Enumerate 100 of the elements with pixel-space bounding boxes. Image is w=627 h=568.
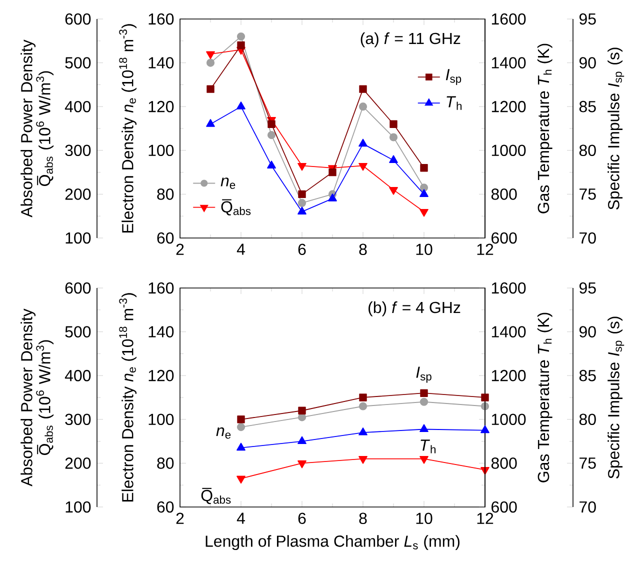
y2-axis-title: Specific Impulse I$_{sp}$ (s) (608, 316, 624, 479)
legend-label: T$_{h}$ (446, 96, 462, 110)
point (236, 102, 246, 110)
point (481, 394, 489, 402)
y2-tick-label: 80 (579, 414, 596, 426)
x-axis-title: Length of Plasma Chamber L$_{s}$ (mm) (206, 535, 460, 550)
y2-tick-label: 90 (579, 326, 596, 338)
y2-tick-label: 200 (65, 458, 91, 469)
y-tick-label: 1200 (492, 370, 526, 382)
x-tick-label: 10 (416, 512, 432, 524)
y2-tick-label: 85 (579, 370, 596, 382)
y2-tick-label: 90 (579, 57, 596, 68)
y2-tick-label: 75 (580, 458, 596, 469)
point (358, 138, 368, 147)
y2-tick-label: 200 (65, 188, 91, 200)
point (420, 208, 428, 217)
x-tick-label: 6 (298, 512, 306, 524)
point (298, 190, 306, 198)
y-tick-label: 140 (148, 57, 174, 68)
y2-tick-label: 600 (65, 282, 91, 294)
legend-label: I$_{sp}$ (446, 69, 462, 85)
point (206, 119, 215, 127)
y-tick-label: 80 (157, 188, 174, 200)
series-label: I$_{sp}$ (416, 366, 432, 383)
point (389, 187, 398, 195)
point (389, 155, 398, 163)
point (298, 406, 306, 414)
y-axis-title: Electron Density n$_{e}$ (10$^{18}$ m$^{-3}$) (119, 293, 137, 502)
y2-tick-label: 400 (64, 100, 91, 112)
point (389, 133, 398, 142)
point (358, 162, 368, 171)
point (390, 120, 398, 128)
y2-tick-label: 85 (579, 100, 596, 112)
y-tick-label: 1400 (492, 57, 526, 68)
x-tick-label: 12 (477, 244, 494, 255)
point (237, 416, 245, 424)
x-tick-label: 8 (359, 512, 367, 524)
point (420, 424, 428, 432)
point (359, 394, 367, 402)
y-tick-label: 140 (148, 326, 174, 338)
point (420, 456, 428, 464)
y2-tick-label: 75 (580, 188, 596, 200)
point (298, 198, 306, 207)
y-tick-label: 160 (148, 13, 174, 25)
y2-axis-title: Specific Impulse I$_{sp}$ (s) (608, 48, 624, 210)
y2-tick-label: 95 (579, 13, 596, 25)
point (298, 436, 306, 444)
y2-tick-label: 500 (65, 57, 91, 68)
point (236, 476, 246, 484)
y-tick-label: 1400 (492, 326, 526, 338)
y-tick-label: 60 (157, 501, 174, 513)
series-label: n$_{e}$ (216, 427, 231, 439)
x-tick-label: 4 (236, 512, 245, 524)
y-axis-title: Gas Temperature T$_{h}$ (K) (537, 312, 552, 482)
y-tick-label: 1200 (492, 100, 526, 112)
y-tick-label: 80 (157, 458, 174, 469)
point (236, 423, 246, 432)
point (268, 120, 276, 128)
y2-tick-label: 500 (65, 326, 91, 338)
point (358, 402, 368, 410)
y-tick-label: 800 (491, 188, 517, 200)
point (359, 85, 367, 93)
point (420, 164, 428, 172)
point (328, 168, 336, 176)
y2-tick-label: 300 (65, 144, 91, 156)
y-axis-title: Gas Temperature T$_{h}$ (K) (537, 44, 552, 214)
y-tick-label: 1000 (492, 414, 526, 426)
point (358, 427, 368, 436)
legend-label: Q̅$_{abs}$ (221, 199, 251, 216)
y2-tick-label: 400 (64, 370, 91, 382)
x-tick-label: 2 (176, 512, 184, 524)
y2-tick-label: 70 (580, 232, 596, 244)
y-tick-label: 100 (148, 414, 174, 426)
point (420, 189, 428, 197)
y2-tick-label: 300 (65, 414, 91, 426)
point (206, 58, 215, 67)
y-tick-label: 60 (157, 232, 174, 244)
y2-tick-label: 600 (65, 13, 91, 25)
y-tick-label: 1600 (492, 282, 526, 294)
y-axis-title: Electron Density n$_{e}$ (10$^{18}$ m$^{-3}$) (119, 24, 137, 232)
x-tick-label: 10 (416, 244, 432, 256)
y-tick-label: 100 (148, 144, 174, 156)
series-label: T$_{h}$ (420, 440, 436, 454)
point (236, 32, 246, 41)
point (480, 425, 490, 434)
y-tick-label: 800 (491, 458, 517, 469)
point (298, 206, 306, 214)
y2-tick-label: 95 (579, 282, 596, 294)
y-tick-label: 120 (148, 100, 174, 112)
point (298, 162, 306, 171)
series-label: Q̅$_{abs}$ (201, 488, 231, 504)
y-tick-label: 600 (492, 232, 517, 244)
point (267, 131, 276, 140)
x-tick-label: 12 (477, 512, 494, 524)
point (358, 102, 368, 111)
y2-tick-label: 70 (580, 501, 596, 513)
point (420, 389, 428, 397)
point (206, 85, 214, 93)
y-tick-label: 160 (148, 282, 174, 294)
text: (a) f = 11 GHz (360, 32, 460, 48)
